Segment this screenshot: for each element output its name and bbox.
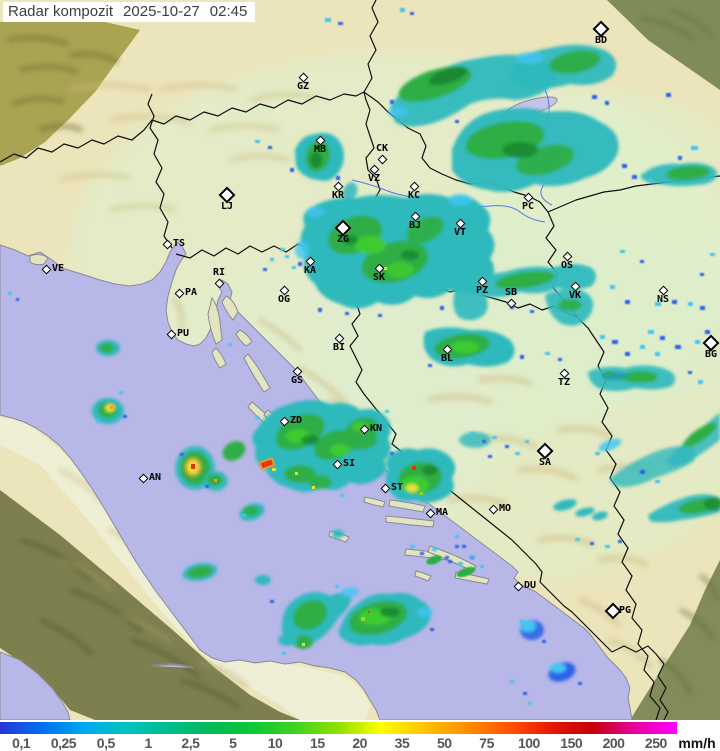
city-label: SB: [504, 287, 518, 298]
city-label: BJ: [408, 220, 422, 231]
city-diamond-icon: [377, 154, 387, 164]
legend-tick: 150: [560, 735, 583, 751]
city-label: MO: [499, 503, 512, 514]
city-label: VE: [52, 263, 65, 274]
legend-tick: 75: [479, 735, 494, 751]
city-label: RI: [212, 267, 226, 278]
city-diamond-icon: [166, 329, 176, 339]
legend-tick: 5: [229, 735, 237, 751]
legend-tick: 20: [352, 735, 367, 751]
city-diamond-icon: [506, 298, 516, 308]
city-label: BL: [440, 353, 454, 364]
city-label: BD: [594, 35, 608, 46]
city-diamond-icon: [359, 424, 369, 434]
city-label: ZD: [290, 415, 303, 426]
city-label: OS: [560, 260, 574, 271]
city-label: PA: [185, 287, 198, 298]
radar-cells: [8, 8, 720, 705]
city-diamond-icon: [488, 504, 498, 514]
city-label: SK: [372, 272, 386, 283]
app-title: Radar kompozit: [8, 3, 114, 20]
city-label: TZ: [557, 377, 571, 388]
city-label: PC: [521, 201, 535, 212]
city-diamond-icon: [162, 239, 172, 249]
intensity-legend: 0,1 0,25 0,5 1 2,5 5 10 15 20 35 50 75 100 150 200 250 …: [0, 720, 720, 751]
legend-tick: 35: [394, 735, 410, 751]
city-label: ST: [391, 482, 404, 493]
terrain-dark: [0, 0, 720, 720]
city-label: GZ: [296, 81, 310, 92]
city-diamond-icon: [513, 581, 523, 591]
city-label: MB: [313, 144, 327, 155]
city-label: KR: [331, 190, 345, 201]
legend-tick: 100: [517, 735, 540, 751]
city-label: VZ: [367, 173, 381, 184]
city-label: PG: [619, 605, 632, 616]
city-label: SA: [538, 457, 552, 468]
city-diamond-icon: [279, 416, 289, 426]
city-diamond-icon: [214, 278, 224, 288]
legend-tick: 10: [267, 735, 283, 751]
map-canvas: [0, 0, 720, 720]
city-label: MA: [436, 507, 449, 518]
city-diamond-icon: [174, 288, 184, 298]
legend-tick: 200: [602, 735, 625, 751]
city-label: BI: [332, 342, 346, 353]
city-label: VK: [568, 290, 582, 301]
radar-map: GZ BD MB CK VZ KR KC PC LJ TS ZG BJ VT OS VE KA RI SK PA OG…: [0, 0, 720, 720]
city-label: SI: [343, 458, 356, 469]
legend-tick: 0,25: [50, 735, 77, 751]
city-label: KN: [370, 423, 383, 434]
legend-tick: 0,1: [12, 735, 31, 751]
city-label: KC: [407, 190, 421, 201]
city-label: KA: [303, 265, 317, 276]
country-borders: [0, 0, 720, 720]
legend-tick: 2,5: [181, 735, 200, 751]
legend-color-bar: [0, 722, 677, 734]
legend-tick: 50: [436, 735, 452, 751]
city-label: PZ: [475, 285, 489, 296]
city-markers: GZ BD MB CK VZ KR KC PC LJ TS ZG BJ VT OS VE KA RI SK PA OG…: [41, 20, 720, 620]
legend-tick: 15: [310, 735, 325, 751]
legend-tick: 0,5: [96, 735, 115, 751]
city-label: TS: [173, 238, 186, 249]
city-label: VT: [453, 227, 467, 238]
city-label: OG: [277, 294, 291, 305]
city-label: AN: [149, 472, 162, 483]
city-label: NS: [656, 294, 670, 305]
title-bar: Radar kompozit 2025-10-27 02:45: [3, 2, 256, 22]
city-label: CK: [375, 143, 389, 154]
time-label: 02:45: [209, 3, 248, 20]
city-label: PU: [177, 328, 190, 339]
city-diamond-icon: [425, 508, 435, 518]
city-diamond-icon: [41, 264, 51, 274]
city-label: GS: [290, 375, 304, 386]
city-label: BG: [704, 349, 718, 360]
city-diamond-icon: [138, 473, 148, 483]
legend-unit: mm/h: [678, 735, 716, 751]
city-diamond-icon: [380, 483, 390, 493]
legend-tick: 1: [144, 735, 152, 751]
date-label: 2025-10-27: [123, 3, 200, 20]
city-label: DU: [524, 580, 537, 591]
legend-tick: 250: [644, 735, 667, 751]
city-label: ZG: [336, 234, 350, 245]
city-diamond-icon: [332, 459, 342, 469]
city-label: LJ: [220, 201, 234, 212]
